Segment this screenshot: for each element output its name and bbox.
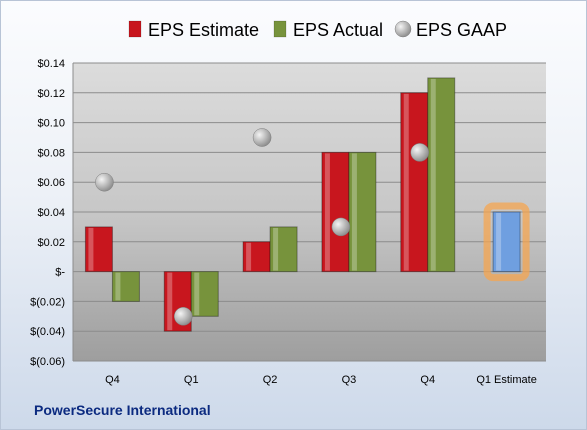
y-tick-label: $(0.02) bbox=[30, 296, 65, 308]
bar-actual-shine bbox=[194, 272, 200, 316]
y-tick-label: $0.06 bbox=[37, 177, 65, 189]
forecast-highlight bbox=[483, 202, 530, 282]
y-tick-label: $- bbox=[55, 267, 65, 279]
bar-actual bbox=[427, 77, 456, 273]
bar-actual-shine bbox=[351, 153, 357, 271]
y-tick-label: $0.10 bbox=[37, 118, 65, 130]
y-tick-label: $0.14 bbox=[37, 58, 65, 70]
y-tick-label: $0.02 bbox=[37, 237, 65, 249]
bar-estimate bbox=[242, 241, 271, 273]
legend-label: EPS GAAP bbox=[416, 20, 507, 40]
point-gaap bbox=[95, 172, 114, 192]
x-tick-label: Q4 bbox=[105, 374, 120, 386]
x-tick-label: Q1 Estimate bbox=[476, 374, 537, 386]
bar-estimate-shine bbox=[167, 272, 173, 331]
bar-estimate-shine bbox=[324, 153, 330, 271]
point-gaap bbox=[410, 143, 429, 162]
bar-actual-shine bbox=[273, 227, 279, 271]
bar-estimate-shine bbox=[88, 227, 94, 271]
bar-actual bbox=[111, 271, 140, 302]
point-gaap bbox=[252, 128, 272, 147]
point-gaap bbox=[331, 217, 351, 237]
y-tick-label: $0.08 bbox=[37, 147, 65, 159]
bar-estimate-shine bbox=[496, 213, 502, 271]
x-tick-label: Q3 bbox=[342, 374, 357, 386]
bar-estimate-shine bbox=[403, 93, 409, 271]
bar-estimate bbox=[321, 151, 350, 273]
plot-area: $0.14 $0.12 $0.10 $0.08 $0.06 $0.04 $0.02 $- $(0… bbox=[30, 58, 546, 386]
company-name: PowerSecure International bbox=[34, 402, 211, 418]
x-tick-label: Q4 bbox=[420, 374, 435, 386]
bar-estimate bbox=[400, 92, 429, 273]
bar-estimate bbox=[492, 211, 521, 273]
legend: EPS Estimate EPS Actual EPS GAAP bbox=[128, 20, 507, 40]
bar-estimate-shine bbox=[246, 242, 252, 271]
bar-estimate bbox=[84, 226, 113, 273]
bar-actual-shine bbox=[430, 78, 436, 271]
legend-label: EPS Actual bbox=[293, 20, 383, 40]
bar-actual bbox=[348, 151, 377, 273]
bar-actual bbox=[269, 226, 298, 273]
legend-label: EPS Estimate bbox=[148, 20, 259, 40]
x-tick-label: Q2 bbox=[263, 374, 278, 386]
point-gaap bbox=[174, 307, 193, 326]
x-tick-label: Q1 bbox=[184, 374, 199, 386]
y-tick-label: $(0.06) bbox=[30, 356, 65, 368]
legend-swatch bbox=[128, 20, 142, 38]
bar-actual-shine bbox=[115, 272, 121, 301]
y-tick-label: $0.04 bbox=[37, 207, 65, 219]
y-tick-label: $0.12 bbox=[37, 88, 65, 100]
legend-swatch bbox=[273, 20, 287, 38]
y-tick-label: $(0.04) bbox=[30, 326, 65, 338]
bar-actual bbox=[190, 271, 219, 317]
legend-swatch bbox=[394, 20, 412, 38]
